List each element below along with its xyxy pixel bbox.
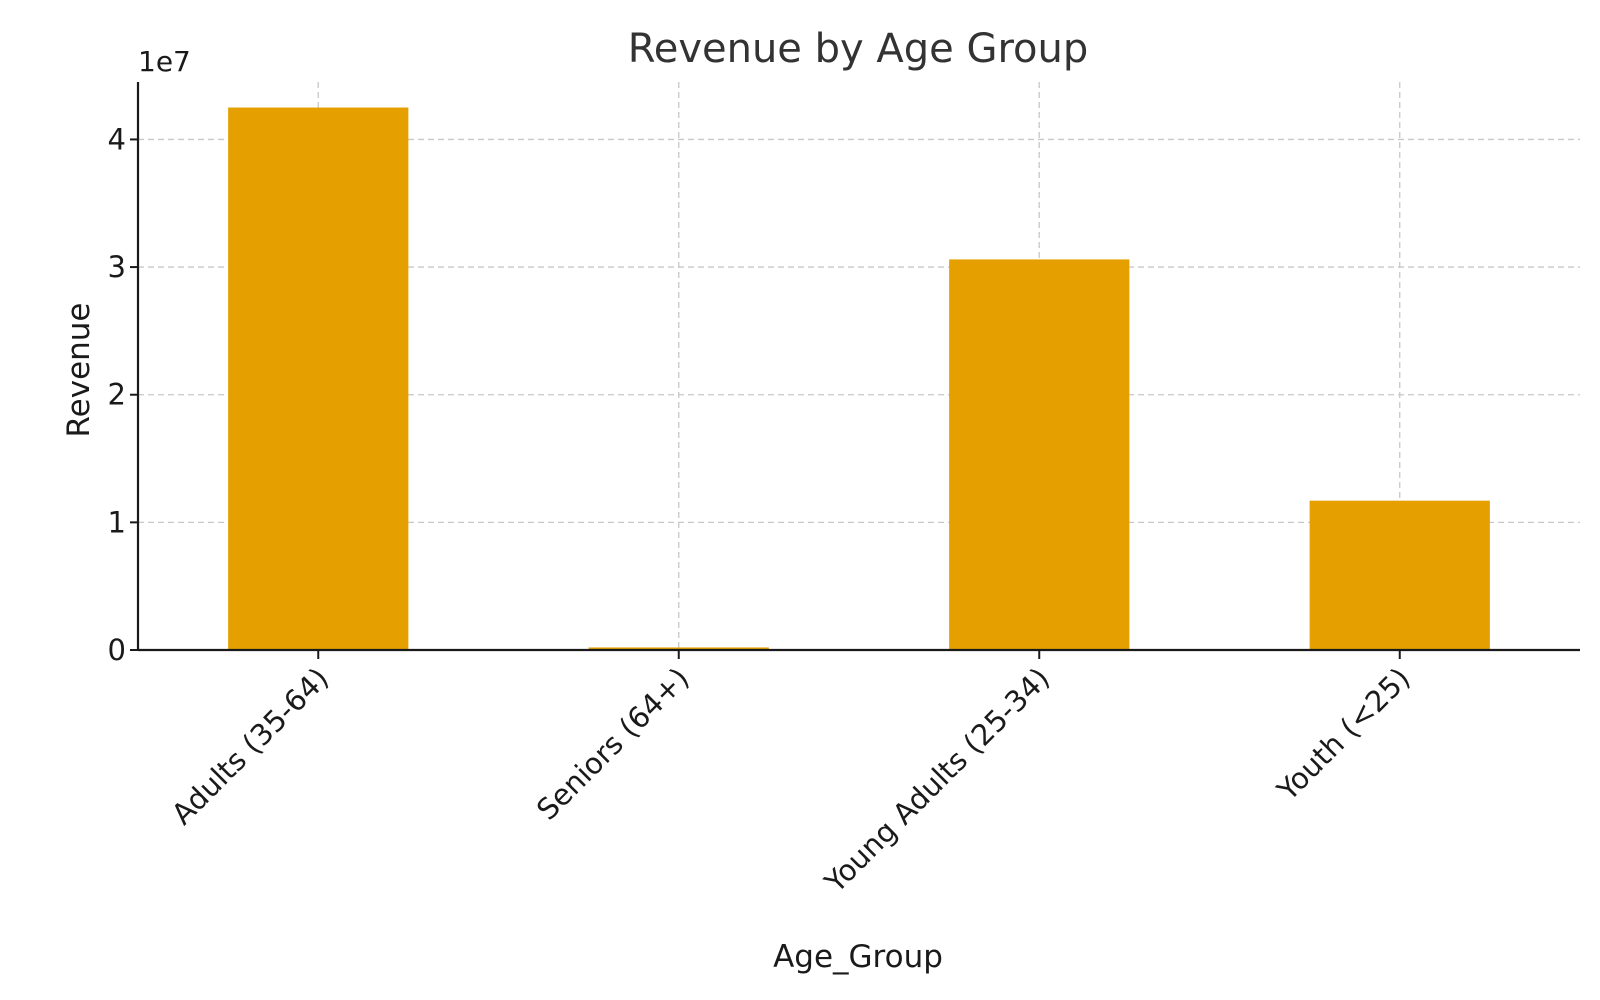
y-tick-label: 3 — [108, 250, 126, 284]
x-tick-label: Young Adults (25-34) — [817, 661, 1056, 900]
y-tick-label: 4 — [108, 122, 126, 156]
bar-3 — [1309, 500, 1490, 650]
bar-0 — [228, 107, 409, 651]
bar-1 — [588, 647, 769, 650]
x-tick-label: Seniors (64+) — [530, 661, 696, 827]
y-tick-label: 0 — [108, 633, 126, 667]
axes-layer — [136, 82, 1580, 652]
y-tick-label: 2 — [108, 378, 126, 412]
bars-layer — [228, 107, 1490, 651]
x-axis-label: Age_Group — [773, 939, 943, 975]
y-scale-label: 1e7 — [138, 45, 191, 78]
x-tick-label: Youth (<25) — [1270, 661, 1417, 808]
bar-2 — [949, 259, 1130, 650]
x-tick-label: Adults (35-64) — [165, 661, 335, 831]
y-tick-label: 1 — [108, 505, 126, 539]
chart-title: Revenue by Age Group — [628, 26, 1089, 72]
y-axis-label: Revenue — [61, 302, 97, 437]
